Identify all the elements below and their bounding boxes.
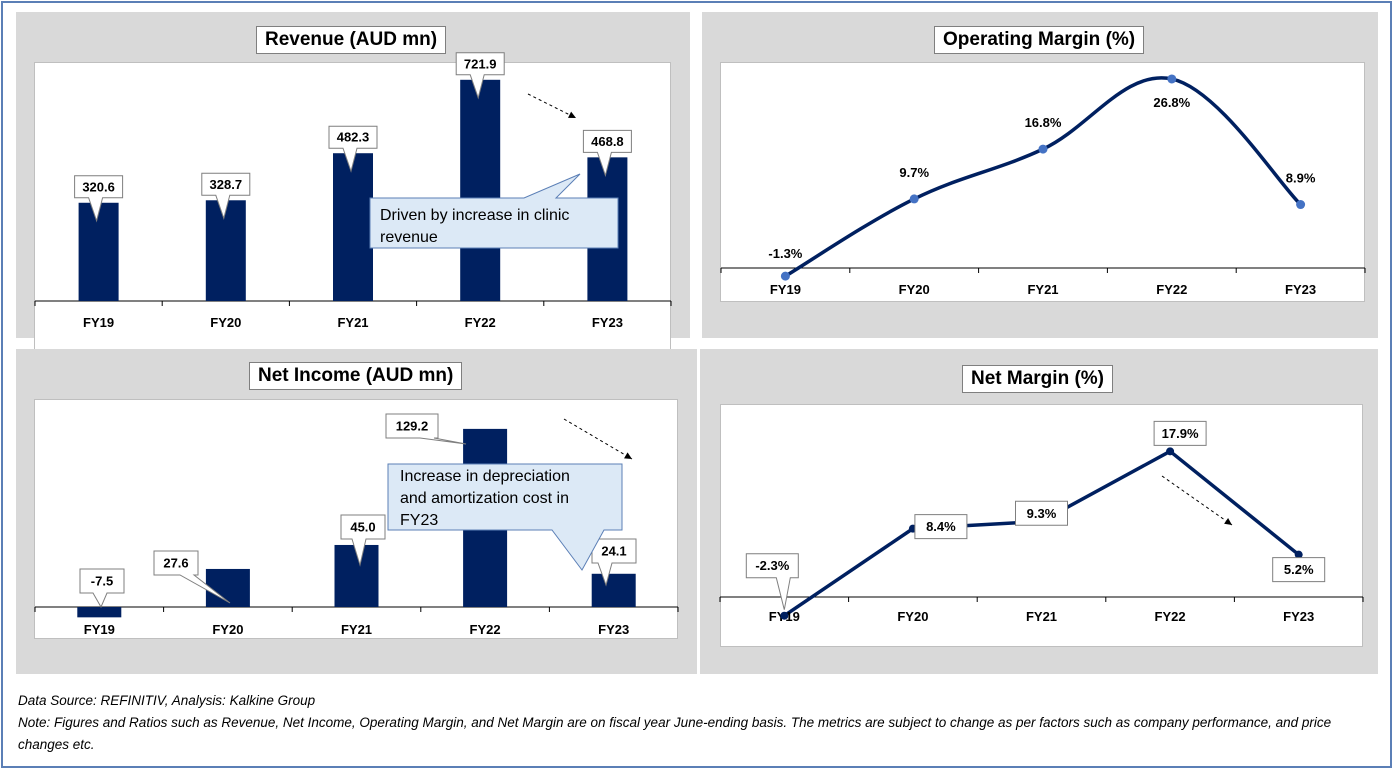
bar-FY19 (77, 607, 122, 618)
data-label-FY22: 129.2 (396, 419, 429, 434)
data-label-FY19-box (79, 568, 125, 609)
net-income-chart-title: Net Income (AUD mn) (249, 362, 463, 390)
revenue-panel: FY19 FY20 FY21 FY22 FY23 320.6 328.7 482.3 721.9… (16, 12, 690, 353)
data-label-FY23: 468.8 (591, 134, 624, 149)
x-tick-label-FY22: FY22 (1156, 282, 1187, 297)
data-label-FY19: -1.3% (768, 246, 802, 261)
x-tick-label-FY21: FY21 (337, 315, 368, 330)
x-tick-label-FY20: FY20 (212, 622, 243, 637)
x-tick-label-FY23: FY23 (1285, 282, 1316, 297)
net-income-panel: FY19 FY20 FY21 FY22 FY23 -7.5 27.6 45.0 129.2 24.… (16, 349, 697, 674)
footer-source: Data Source: REFINITIV, Analysis: Kalkin… (18, 693, 316, 708)
bar-FY23 (591, 573, 636, 607)
net-income-callout-line: Increase in depreciation (400, 468, 570, 485)
trend-arrow (563, 418, 633, 460)
data-label-FY20-box (201, 172, 251, 221)
point-FY21 (1038, 144, 1048, 154)
point-FY22 (1167, 74, 1177, 84)
net-income-callout-line: and amortization cost in (400, 490, 569, 507)
data-label-FY21: 16.8% (1025, 115, 1062, 130)
net-margin-chart-title: Net Margin (%) (962, 365, 1113, 393)
net-income-chart: FY19 FY20 FY21 FY22 FY23 -7.5 27.6 45.0 129.2 24.… (34, 413, 679, 637)
point-FY19 (780, 611, 789, 620)
x-tick-label-FY20: FY20 (899, 282, 930, 297)
bar-FY20 (205, 200, 246, 301)
operating-margin-chart: FY19 FY20 FY21 FY22 FY23 -1.3% 9.7% 16.8% 26.8% 8… (720, 74, 1366, 297)
data-label-FY23-box (582, 129, 632, 178)
x-tick-label-FY20: FY20 (210, 315, 241, 330)
data-label-FY21-box (1015, 500, 1068, 526)
x-tick-label-FY19: FY19 (84, 622, 115, 637)
net-margin-panel: FY19FY20FY21FY22FY23-2.3%8.4%9.3%17.9%5.… (700, 349, 1378, 674)
data-label-FY23: 5.2% (1284, 562, 1314, 577)
data-label-FY23: 8.9% (1286, 171, 1316, 186)
data-label-FY19: 320.6 (82, 179, 115, 194)
series-line (783, 449, 1300, 618)
x-tick-label-FY22: FY22 (470, 622, 501, 637)
data-label-FY20: 8.4% (926, 519, 956, 534)
point-FY20 (909, 194, 919, 204)
data-label-FY22: 17.9% (1162, 426, 1199, 441)
x-tick-label-FY23: FY23 (598, 622, 629, 637)
x-tick-label-FY19: FY19 (770, 282, 801, 297)
trend-arrow-head (568, 111, 576, 118)
revenue-callout-bubble (369, 173, 619, 249)
revenue-callout-line: Driven by increase in clinic (380, 207, 569, 224)
trend-arrow (527, 93, 577, 119)
data-label-FY20: 9.7% (899, 165, 929, 180)
revenue-chart: FY19 FY20 FY21 FY22 FY23 320.6 328.7 482.3 721.9… (34, 52, 672, 330)
data-label-FY19-box (74, 175, 124, 223)
data-label-FY19-box (745, 553, 799, 610)
data-label-FY20-box (914, 514, 968, 540)
series-line (784, 76, 1302, 278)
bar-FY22 (460, 79, 501, 302)
bar-FY21 (333, 153, 373, 301)
data-label-FY21: 482.3 (337, 130, 370, 145)
net-margin-chart: FY19FY20FY21FY22FY23-2.3%8.4%9.3%17.9%5.… (719, 420, 1364, 624)
x-tick-label-FY21: FY21 (341, 622, 372, 637)
data-label-FY22-box (1153, 420, 1207, 446)
point-FY23 (1294, 550, 1303, 559)
x-tick-label-FY22: FY22 (1155, 609, 1186, 624)
data-label-FY20: 27.6 (163, 556, 188, 571)
x-tick-label-FY21: FY21 (1026, 609, 1057, 624)
data-label-FY20-box (153, 550, 231, 604)
data-label-FY21-box (328, 125, 378, 173)
data-label-FY19: -7.5 (91, 574, 113, 589)
bar-FY19 (78, 202, 119, 301)
operating-margin-plot-area (720, 62, 1365, 302)
x-tick-label-FY23: FY23 (592, 315, 623, 330)
data-label-FY22-box (385, 413, 467, 445)
point-FY23 (1296, 200, 1306, 210)
data-label-FY21: 45.0 (350, 520, 375, 535)
data-label-FY23-box (591, 538, 637, 587)
point-FY19 (780, 271, 790, 281)
revenue-chart-title: Revenue (AUD mn) (256, 26, 447, 54)
trend-arrow-head (624, 452, 632, 459)
net-income-callout-line: FY23 (400, 512, 438, 529)
data-label-FY21-box (340, 514, 386, 567)
data-label-FY22: 26.8% (1153, 95, 1190, 110)
trend-arrow (1161, 475, 1233, 526)
trend-arrow-head (1224, 518, 1232, 525)
data-label-FY19: -2.3% (755, 558, 789, 573)
footer-note: Note: Figures and Ratios such as Revenue… (18, 715, 1332, 752)
x-tick-label-FY23: FY23 (1283, 609, 1314, 624)
data-label-FY21: 9.3% (1027, 506, 1057, 521)
data-label-FY22: 721.9 (464, 56, 497, 71)
data-label-FY23-box (1272, 557, 1326, 583)
bar-FY20 (205, 568, 250, 607)
data-label-FY20: 328.7 (210, 177, 243, 192)
x-tick-label-FY21: FY21 (1027, 282, 1058, 297)
operating-margin-panel: FY19 FY20 FY21 FY22 FY23 -1.3% 9.7% 16.8% 26.8% 8… (702, 12, 1378, 338)
x-tick-label-FY19: FY19 (83, 315, 114, 330)
point-FY22 (1166, 447, 1175, 456)
operating-margin-chart-title: Operating Margin (%) (934, 26, 1145, 54)
data-label-FY23: 24.1 (601, 544, 626, 559)
data-label-FY22-box (455, 52, 505, 100)
net-income-callout-bubble (387, 463, 623, 571)
x-tick-label-FY22: FY22 (465, 315, 496, 330)
x-tick-label-FY20: FY20 (897, 609, 928, 624)
revenue-callout-line: revenue (380, 229, 438, 246)
